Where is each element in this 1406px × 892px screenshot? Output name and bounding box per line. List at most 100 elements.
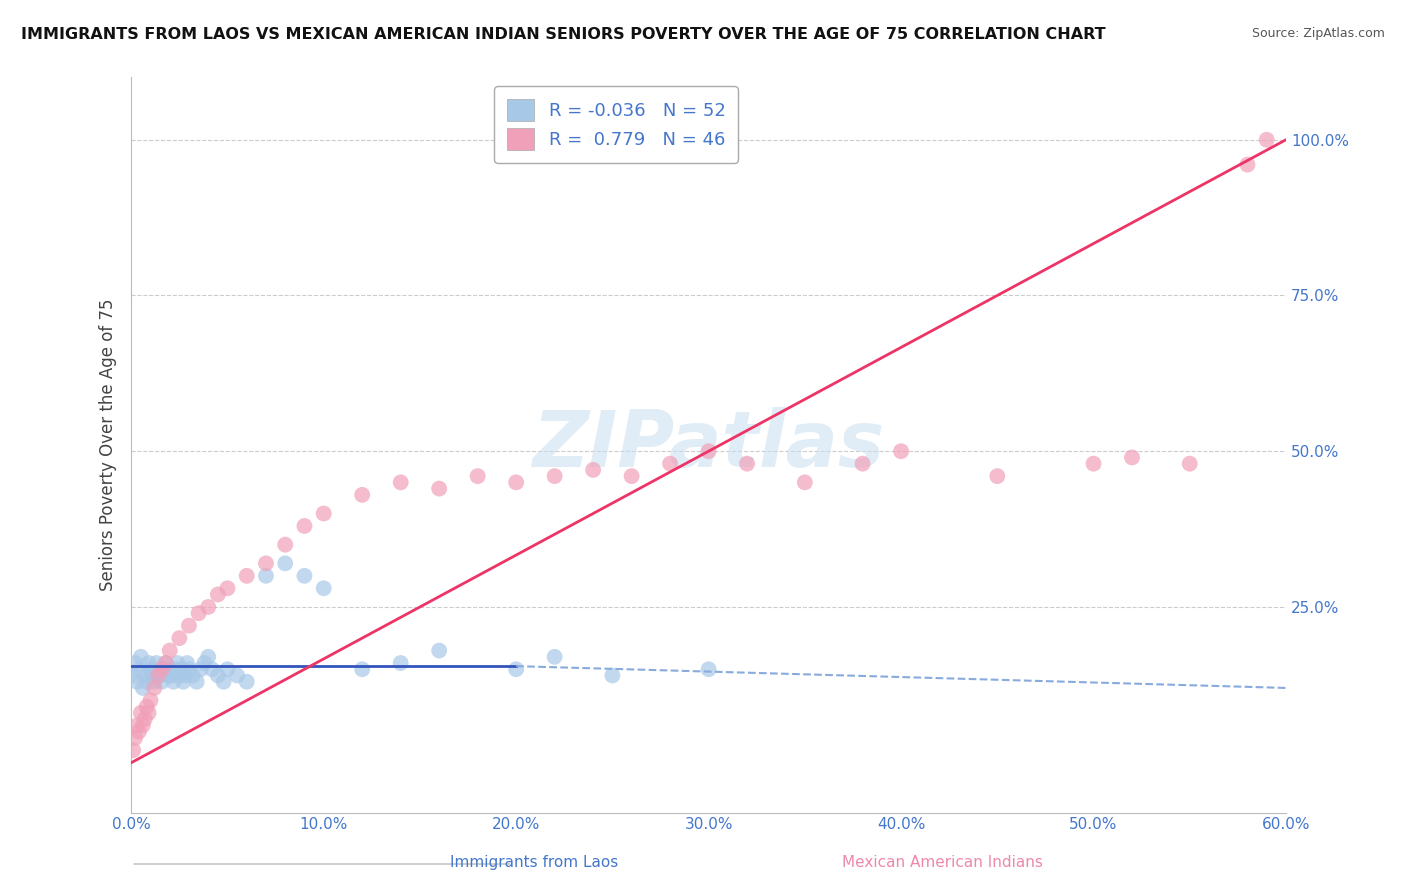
Point [134,712,156,726]
Point [254,569,277,583]
Point [620,469,643,483]
Point [177,662,200,676]
Point [235,674,257,689]
Point [187,606,209,620]
Point [177,618,200,632]
Point [274,557,297,571]
Text: ZIPatlas: ZIPatlas [533,407,884,483]
Point [197,649,219,664]
Point [122,743,145,757]
Point [124,731,146,745]
Point [138,706,160,720]
Point [659,457,682,471]
Point [129,649,152,664]
Point [181,668,204,682]
Point [129,706,152,720]
Point [352,662,374,676]
Point [254,557,277,571]
Point [186,674,208,689]
Point [217,662,239,676]
Point [986,469,1008,483]
Point [141,668,163,682]
Point [543,469,565,483]
Point [169,668,191,682]
Legend: R = -0.036   N = 52, R =  0.779   N = 46: R = -0.036 N = 52, R = 0.779 N = 46 [495,87,738,163]
Y-axis label: Seniors Poverty Over the Age of 75: Seniors Poverty Over the Age of 75 [100,299,117,591]
Point [143,681,166,695]
Point [212,674,235,689]
Point [165,662,187,676]
Text: IMMIGRANTS FROM LAOS VS MEXICAN AMERICAN INDIAN SENIORS POVERTY OVER THE AGE OF : IMMIGRANTS FROM LAOS VS MEXICAN AMERICAN… [21,27,1105,42]
Point [352,488,374,502]
Point [155,656,177,670]
Point [143,674,166,689]
Point [145,656,167,670]
Point [122,668,145,682]
Point [174,668,197,682]
Point [1121,450,1143,465]
Point [1256,133,1278,147]
Point [207,587,229,601]
Point [207,668,229,682]
Point [602,668,624,682]
Point [153,662,176,676]
Point [201,662,224,676]
Point [735,457,758,471]
Point [159,643,181,657]
Point [697,662,720,676]
Point [128,724,150,739]
Point [162,674,184,689]
Point [851,457,873,471]
Point [160,668,183,682]
Point [890,444,912,458]
Point [135,699,157,714]
Point [1178,457,1201,471]
Point [128,662,150,676]
Point [159,662,181,676]
Text: Immigrants from Laos: Immigrants from Laos [450,855,619,870]
Point [150,662,173,676]
Point [190,662,212,676]
Point [166,656,188,670]
Point [170,662,193,676]
Point [138,656,160,670]
Point [312,581,335,595]
Text: Mexican American Indians: Mexican American Indians [842,855,1042,870]
Point [1083,457,1105,471]
Point [235,569,257,583]
Point [294,569,316,583]
Point [176,656,198,670]
Point [139,693,162,707]
Point [389,475,412,490]
Point [793,475,815,490]
Point [132,681,155,695]
Point [193,656,215,670]
Point [124,656,146,670]
Point [150,674,173,689]
Point [169,631,191,645]
Point [582,463,605,477]
Point [197,599,219,614]
Text: Source: ZipAtlas.com: Source: ZipAtlas.com [1251,27,1385,40]
Point [172,674,194,689]
Point [155,656,177,670]
Point [125,718,148,732]
Point [134,668,156,682]
Point [389,656,412,670]
Point [135,674,157,689]
Point [505,475,527,490]
Point [697,444,720,458]
Point [1236,158,1258,172]
Point [217,581,239,595]
Point [226,668,249,682]
Point [467,469,489,483]
Point [148,662,170,676]
Point [427,643,450,657]
Point [427,482,450,496]
Point [274,538,297,552]
Point [312,507,335,521]
Point [505,662,527,676]
Point [139,662,162,676]
Point [156,668,179,682]
Point [543,649,565,664]
